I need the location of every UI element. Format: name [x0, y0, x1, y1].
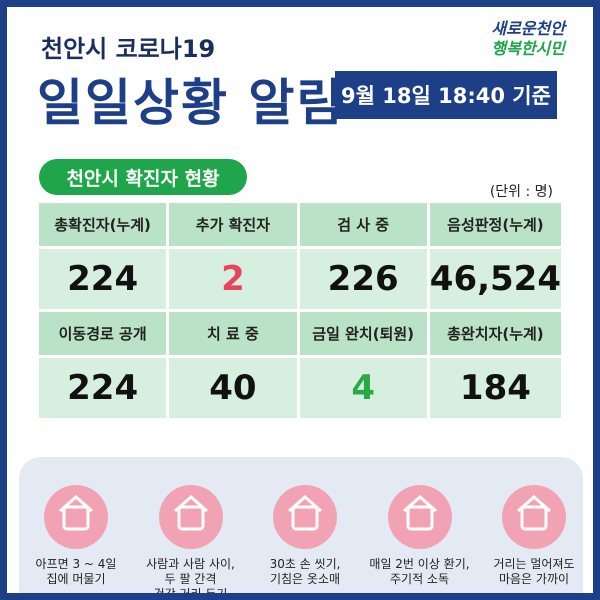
header-cell: 음성판정(누계) — [429, 203, 561, 246]
subtitle: 천안시 코로나19 — [41, 35, 216, 63]
tip: 거리는 멀어져도 마음은 가까이 — [477, 485, 591, 587]
tip-line: 두 팔 간격 — [164, 572, 217, 586]
title: 일일상황 알림 — [37, 74, 345, 132]
header-cell: 검 사 중 — [299, 203, 427, 246]
tip-icon — [44, 485, 108, 549]
tip-line: 주기적 소독 — [389, 572, 449, 586]
section-title: 천안시 확진자 현황 — [39, 159, 247, 195]
tip-line: 마음은 가까이 — [498, 572, 570, 586]
tip-line: 거리는 멀어져도 — [493, 557, 575, 571]
tip: 사람과 사람 사이, 두 팔 간격 건강 거리 두기 — [134, 485, 248, 600]
tip-line: 아프면 3 ~ 4일 — [35, 557, 117, 571]
header-cell: 치 료 중 — [169, 312, 297, 355]
tip-icon — [387, 485, 452, 549]
tip-line: 30초 손 씻기, — [269, 557, 341, 571]
tip-line: 집에 머물기 — [46, 572, 106, 586]
logo-line: 새로운천안 — [491, 19, 565, 38]
logo: 새로운천안 행복한시민 — [491, 19, 565, 59]
value-cell: 2 — [169, 249, 297, 309]
value-cell: 4 — [299, 358, 427, 418]
tip-line: 매일 2번 이상 환기, — [369, 557, 470, 571]
tip-icon — [158, 485, 223, 549]
header-cell: 총완치자(누계) — [429, 312, 561, 355]
tip: 30초 손 씻기, 기침은 옷소매 — [248, 485, 362, 587]
unit: (단위 : 명) — [489, 184, 553, 200]
value-cell: 184 — [429, 358, 561, 418]
tip: 아프면 3 ~ 4일 집에 머물기 — [19, 485, 133, 587]
tip: 매일 2번 이상 환기, 주기적 소독 — [363, 485, 477, 587]
tip-icon — [273, 485, 337, 549]
value-cell: 226 — [299, 249, 427, 309]
value-cell: 46,524 — [429, 249, 561, 309]
tip-line: 건강 거리 두기 — [153, 587, 228, 600]
value-cell: 224 — [39, 249, 167, 309]
header-cell: 금일 완치(퇴원) — [299, 312, 427, 355]
status-table: 총확진자(누계) 추가 확진자 검 사 중 음성판정(누계) 224 2 226 46,524… — [39, 203, 561, 418]
header-cell: 총확진자(누계) — [39, 203, 167, 246]
header-cell: 추가 확진자 — [169, 203, 297, 246]
tip-line: 기침은 옷소매 — [269, 572, 341, 586]
date-box: 9월 18일 18:40 기준 — [335, 71, 557, 119]
logo-line: 행복한시민 — [491, 39, 565, 58]
header-cell: 이동경로 공개 — [39, 312, 167, 355]
value-cell: 40 — [169, 358, 297, 418]
tip-line: 사람과 사람 사이, — [146, 557, 235, 571]
value-cell: 224 — [39, 358, 167, 418]
tip-icon — [502, 485, 566, 549]
